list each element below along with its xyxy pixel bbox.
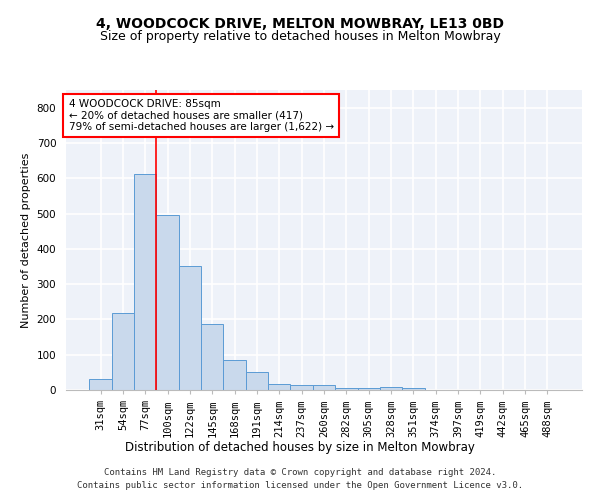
Text: Contains HM Land Registry data © Crown copyright and database right 2024.: Contains HM Land Registry data © Crown c… <box>104 468 496 477</box>
Text: 4 WOODCOCK DRIVE: 85sqm
← 20% of detached houses are smaller (417)
79% of semi-d: 4 WOODCOCK DRIVE: 85sqm ← 20% of detache… <box>68 99 334 132</box>
Bar <box>313 386 335 390</box>
Bar <box>358 388 380 390</box>
Bar <box>402 388 425 390</box>
Bar <box>89 380 112 390</box>
Text: Size of property relative to detached houses in Melton Mowbray: Size of property relative to detached ho… <box>100 30 500 43</box>
Y-axis label: Number of detached properties: Number of detached properties <box>21 152 31 328</box>
Bar <box>380 387 402 390</box>
Bar <box>112 313 134 390</box>
Bar <box>134 174 157 390</box>
Bar <box>201 324 223 390</box>
Bar <box>223 360 246 390</box>
Text: Contains public sector information licensed under the Open Government Licence v3: Contains public sector information licen… <box>77 480 523 490</box>
Bar <box>246 372 268 390</box>
Text: Distribution of detached houses by size in Melton Mowbray: Distribution of detached houses by size … <box>125 441 475 454</box>
Bar <box>179 266 201 390</box>
Bar <box>335 388 358 390</box>
Bar <box>290 386 313 390</box>
Text: 4, WOODCOCK DRIVE, MELTON MOWBRAY, LE13 0BD: 4, WOODCOCK DRIVE, MELTON MOWBRAY, LE13 … <box>96 18 504 32</box>
Bar <box>268 384 290 390</box>
Bar <box>157 216 179 390</box>
